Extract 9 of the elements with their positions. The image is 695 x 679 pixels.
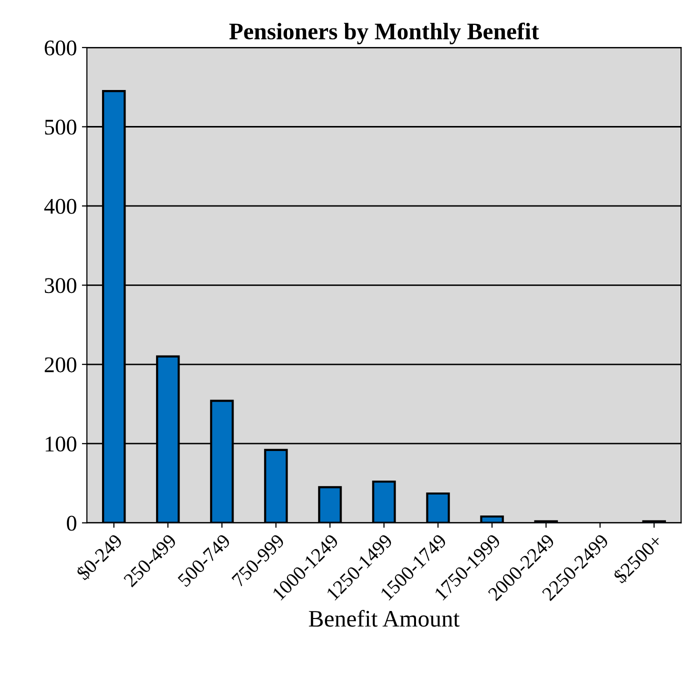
y-tick-label: 500 [45, 120, 76, 135]
y-tick-label: 100 [46, 436, 76, 452]
y-tick-label: 400 [44, 198, 76, 214]
y-tick-label: 600 [44, 40, 76, 56]
chart-title: Pensioners by Monthly Benefit [229, 22, 539, 44]
y-tick-label: 300 [44, 278, 76, 294]
y-tick-label: 0 [66, 516, 76, 531]
x-axis-title: Benefit Amount [308, 610, 460, 627]
y-tick-label: 200 [44, 357, 76, 372]
